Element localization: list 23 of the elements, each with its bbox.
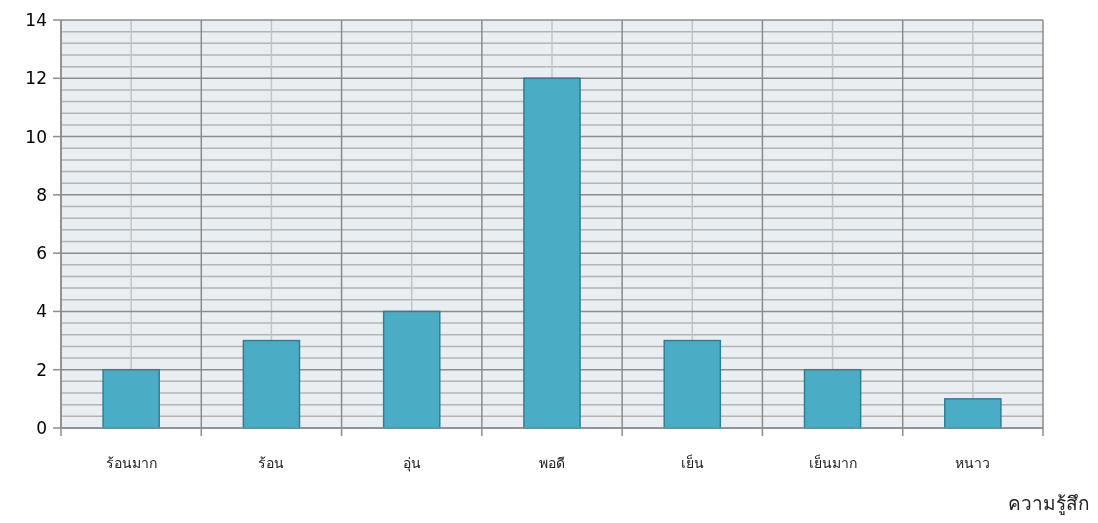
y-tick-label: 12 bbox=[25, 68, 47, 89]
x-tick-label: พอดี bbox=[539, 455, 565, 471]
bar bbox=[663, 339, 722, 429]
y-tick-label: 10 bbox=[25, 126, 47, 147]
x-tick-label: ร้อนมาก bbox=[105, 455, 157, 471]
y-tick-label: 0 bbox=[36, 417, 47, 438]
bar bbox=[944, 398, 1002, 429]
y-tick-label: 14 bbox=[25, 9, 47, 30]
y-tick-label: 6 bbox=[36, 243, 47, 264]
y-tick-label: 2 bbox=[36, 359, 47, 380]
bar bbox=[242, 339, 301, 429]
bar bbox=[803, 368, 862, 429]
x-tick-label: ร้อน bbox=[258, 455, 285, 471]
x-axis-title: ความรู้สึก bbox=[1008, 492, 1090, 515]
y-tick-label: 4 bbox=[36, 301, 47, 322]
y-tick-label: 8 bbox=[36, 184, 47, 205]
x-tick-label: เย็นมาก bbox=[808, 454, 857, 471]
bar bbox=[523, 77, 581, 429]
x-tick-label: หนาว bbox=[955, 455, 991, 471]
bar bbox=[102, 368, 160, 429]
x-tick-label: อุ่น bbox=[402, 455, 421, 472]
bar bbox=[382, 310, 441, 429]
x-tick-label: เย็น bbox=[680, 454, 704, 471]
